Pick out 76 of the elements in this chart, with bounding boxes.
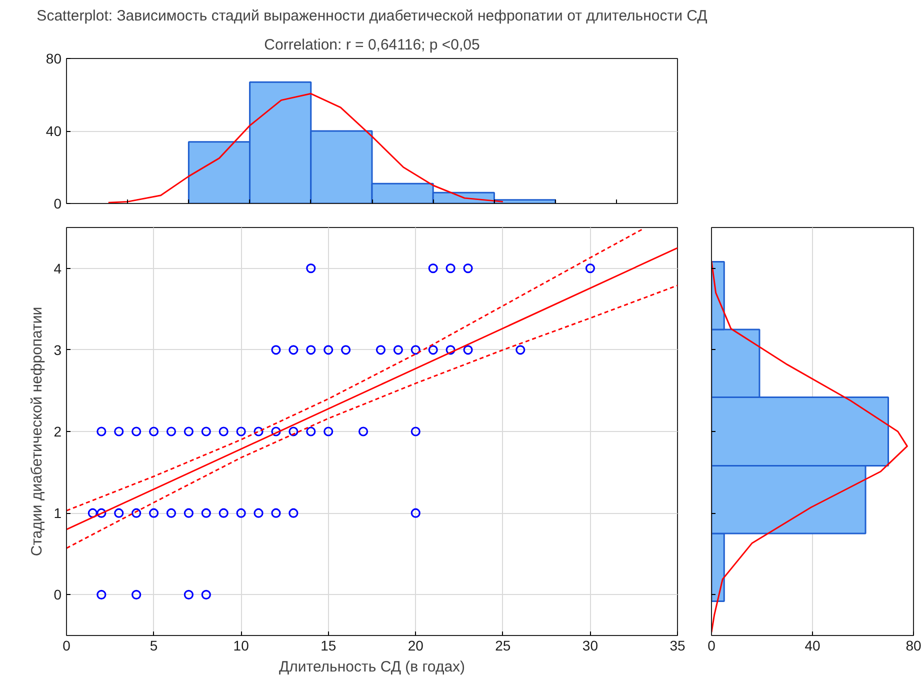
point [114, 426, 124, 436]
point [288, 426, 298, 436]
point [324, 345, 334, 355]
y-tick-label: 2 [54, 424, 62, 440]
point [218, 508, 228, 518]
x-tick-label: 25 [495, 638, 511, 654]
point [271, 345, 281, 355]
y-axis-title: Стадии диабетической нефропатии [28, 306, 46, 556]
point [184, 590, 194, 600]
point [254, 426, 264, 436]
point [306, 426, 316, 436]
chart-title: Scatterplot: Зависимость стадий выраженности диабетической нефропатии от длительности СД [36, 8, 708, 24]
x-tick-label: 10 [233, 638, 250, 654]
y-tick-label: 80 [46, 50, 62, 66]
point [428, 345, 438, 355]
point [132, 426, 142, 436]
point [88, 508, 98, 518]
point [201, 426, 211, 436]
point [324, 426, 334, 436]
point [446, 264, 456, 274]
point [393, 345, 403, 355]
point [96, 426, 106, 436]
point [288, 508, 298, 518]
x-tick-label: 15 [320, 638, 336, 654]
point [306, 345, 316, 355]
x-axis-title: Длительность СД (в годах) [278, 658, 466, 676]
point [148, 508, 159, 518]
point [166, 508, 176, 518]
point [410, 345, 420, 355]
point [114, 508, 124, 518]
y-tick-label: 0 [54, 196, 62, 212]
x-tick-label: 0 [708, 638, 716, 654]
point [288, 345, 298, 355]
point [132, 590, 142, 600]
point [148, 426, 159, 436]
point [96, 508, 106, 518]
x-tick-label: 40 [804, 638, 820, 654]
chart-subtitle: Correlation: r = 0,64116; p <0,05 [264, 36, 480, 54]
point [254, 508, 264, 518]
point [428, 264, 438, 274]
point [516, 345, 526, 355]
line-series [66, 228, 644, 512]
point [446, 345, 456, 355]
point [410, 508, 420, 518]
point [341, 345, 351, 355]
y-tick-label: 0 [54, 586, 62, 603]
point [96, 590, 106, 600]
y-tick-label: 40 [46, 123, 62, 139]
point [184, 426, 194, 436]
point [376, 345, 386, 355]
point [463, 264, 473, 274]
x-tick-label: 80 [906, 638, 922, 654]
x-tick-label: 35 [670, 638, 686, 654]
point [218, 426, 228, 436]
y-tick-label: 4 [54, 260, 62, 276]
point [201, 508, 211, 518]
point [132, 508, 142, 518]
point [271, 508, 281, 518]
point [271, 426, 281, 436]
point [184, 508, 194, 518]
x-tick-label: 5 [150, 638, 158, 654]
point [463, 345, 473, 355]
point [585, 264, 596, 274]
y-tick-label: 3 [54, 342, 62, 358]
line-series [66, 284, 678, 549]
point [236, 426, 246, 436]
x-tick-label: 30 [582, 638, 598, 654]
point [201, 590, 211, 600]
point [166, 426, 176, 436]
point [358, 426, 368, 436]
y-tick-label: 1 [54, 505, 62, 522]
point [410, 426, 420, 436]
line-series [108, 92, 504, 204]
point [306, 264, 316, 274]
x-tick-label: 20 [408, 638, 424, 654]
point [236, 508, 246, 518]
